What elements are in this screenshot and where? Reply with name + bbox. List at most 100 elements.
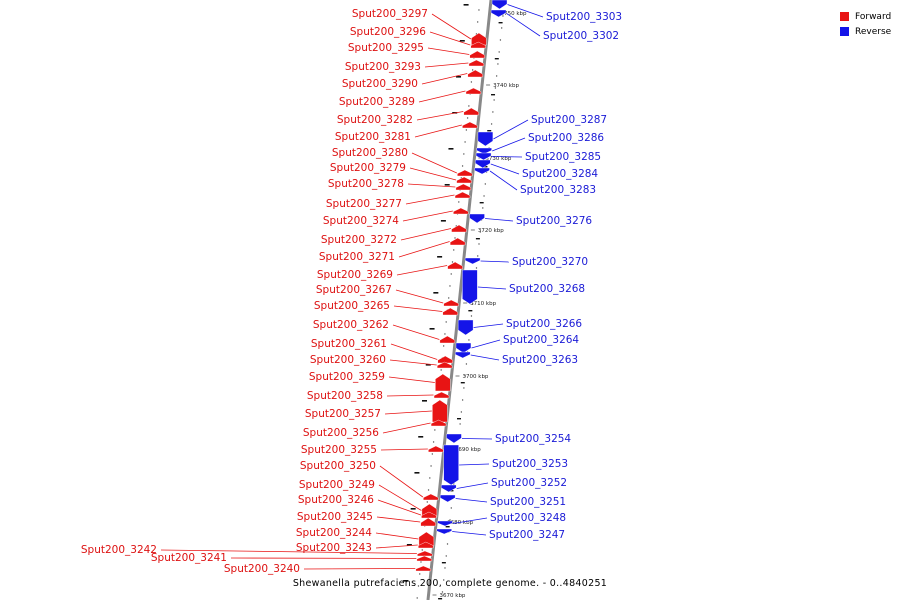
forward-gene-label: Sput200_3274 [323,215,399,227]
forward-leader-line [386,394,434,397]
strand-dot [492,111,494,113]
reverse-leader-line [493,119,529,140]
forward-gene-label: Sput200_3272 [321,234,397,246]
forward-gene-arrow [417,550,433,557]
strand-dot [461,399,464,401]
forward-leader-line [390,343,438,360]
strand-dot [444,567,446,569]
strand-dot [420,561,422,563]
forward-leader-line [393,305,443,312]
scale-tick-label: 3680 kbp [447,520,473,526]
strand-dash [433,292,439,294]
strand-dot [453,249,455,251]
forward-leader-line [396,265,448,276]
strand-dot [432,441,435,443]
reverse-gene-arrow [439,494,456,503]
reverse-leader-line [480,260,510,263]
forward-gene-arrow [432,399,448,423]
strand-dot [497,63,499,65]
forward-leader-line [389,359,437,366]
forward-gene-label: Sput200_3259 [309,371,385,383]
forward-gene-arrow [418,541,434,549]
strand-dot [478,9,480,11]
strand-dot [476,21,479,23]
forward-swatch [840,12,849,21]
strand-dot [495,75,498,77]
reverse-gene-arrow [455,351,471,359]
forward-gene-label: Sput200_3271 [319,251,395,263]
forward-leader-line [230,557,417,559]
reverse-gene-arrow [475,159,491,169]
reverse-leader-line [477,286,507,290]
strand-dot [468,339,470,341]
forward-gene-arrow [433,391,450,399]
forward-gene-label: Sput200_3289 [339,96,415,108]
strand-dot [470,315,473,317]
forward-leader-line [400,228,452,241]
reverse-leader-line [459,463,490,466]
forward-leader-line [303,568,416,570]
reverse-gene-label: Sput200_3248 [490,512,566,524]
strand-dash [437,256,443,258]
forward-gene-arrow [442,307,458,316]
genome-axis [426,0,493,600]
forward-gene-label: Sput200_3255 [301,444,377,456]
reverse-leader-line [471,339,501,349]
strand-dot [500,27,503,29]
reverse-gene-arrow [464,257,481,265]
forward-gene-label: Sput200_3282 [337,114,413,126]
strand-dot [434,429,436,431]
forward-leader-line [429,31,471,46]
strand-dot [448,297,450,299]
strand-dot [419,573,421,575]
legend-forward-label: Forward [855,11,892,22]
reverse-gene-arrow [477,131,494,147]
strand-dot [482,207,484,209]
forward-gene-arrow [439,335,456,344]
strand-dash [494,58,499,60]
forward-leader-line [376,516,421,523]
forward-gene-arrow [435,373,451,392]
scale-tick-label: 3670 kbp [440,593,466,599]
reverse-leader-line [470,354,500,361]
strand-dot [468,105,470,107]
forward-gene-arrow [416,555,433,562]
reverse-gene-arrow [469,213,485,224]
forward-leader-line [395,289,444,304]
strand-dot [442,345,445,347]
forward-gene-arrow [462,121,478,129]
forward-gene-arrow [453,207,469,215]
strand-dot [451,261,454,263]
reverse-leader-line [473,323,504,328]
reverse-leader-line [485,218,514,222]
strand-dot [440,369,442,371]
forward-leader-line [388,376,435,383]
scale-tick-label: 3740 kbp [493,83,519,89]
reverse-gene-arrow [443,444,459,486]
strand-dot [427,489,430,491]
scale-tick-label: 3710 kbp [470,301,496,307]
strand-dot [430,465,432,467]
strand-dot [450,507,452,509]
strand-dot [472,303,474,305]
forward-gene-label: Sput200_3241 [151,552,227,564]
forward-leader-line [382,422,431,434]
forward-leader-line [407,183,456,188]
strand-dot [479,231,481,233]
forward-gene-label: Sput200_3267 [316,284,392,296]
reverse-gene-label: Sput200_3263 [502,354,578,366]
strand-dash [440,220,446,222]
forward-gene-arrow [455,183,472,191]
reverse-gene-label: Sput200_3252 [491,477,567,489]
reverse-leader-line [506,13,541,37]
strand-dot [421,549,423,551]
strand-dot [461,165,464,167]
strand-dash [475,238,480,240]
forward-gene-label: Sput200_3246 [298,494,374,506]
reverse-gene-arrow [491,0,508,10]
forward-gene-arrow [457,169,473,177]
strand-dot [445,555,447,557]
reverse-gene-label: Sput200_3284 [522,168,598,180]
forward-gene-label: Sput200_3295 [348,42,424,54]
